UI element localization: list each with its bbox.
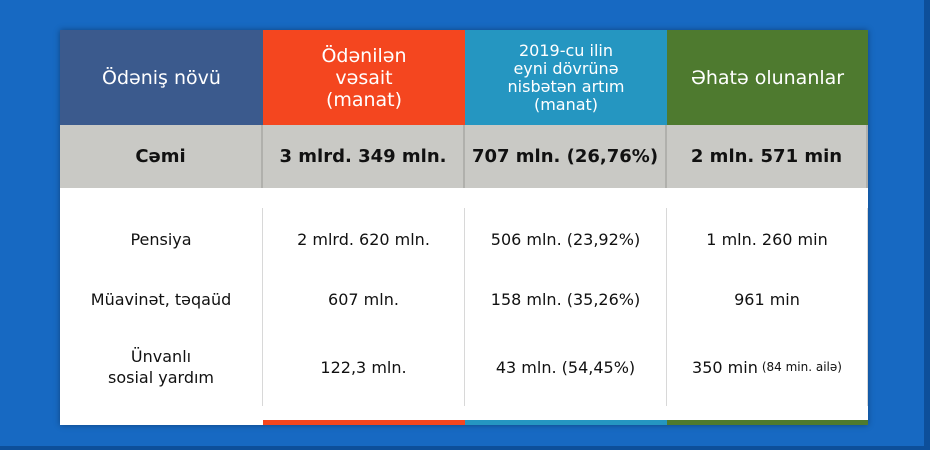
- column-strip: [667, 420, 868, 425]
- cell-text: 961 min: [734, 289, 800, 309]
- cell-text: nisbətən artım: [507, 76, 625, 96]
- body-cell: Pensiya: [60, 208, 263, 270]
- body-cell: 961 min: [667, 270, 868, 328]
- body-cell: 122,3 mln.: [263, 328, 465, 406]
- cell-text: 607 mln.: [328, 289, 399, 309]
- cell-text: vəsait: [335, 66, 393, 89]
- cell-text: 506 mln. (23,92%): [490, 229, 641, 249]
- body-cell: 350 min (84 min. ailə): [667, 328, 868, 406]
- cell-text: Ödəniş növü: [102, 66, 221, 89]
- total-cell: 2 mln. 571 min: [667, 125, 868, 188]
- total-cell: 3 mlrd. 349 mln.: [263, 125, 465, 188]
- header-cell: 2019-cu ilin eyni dövrünə nisbətən artım (m…: [465, 30, 667, 125]
- cell-text: Ödənilən: [321, 44, 407, 67]
- body-cell: 158 mln. (35,26%): [465, 270, 667, 328]
- body-cell: Müavinət, təqaüd: [60, 270, 263, 328]
- cell-text: 2 mlrd. 620 mln.: [297, 229, 430, 249]
- total-cell: 707 mln. (26,76%): [465, 125, 667, 188]
- cell-text: Cəmi: [135, 146, 186, 167]
- cell-text: Ünvanlı: [130, 347, 192, 366]
- column-strip: [465, 420, 667, 425]
- body-cell: 1 mln. 260 min: [667, 208, 868, 270]
- body-cell: Ünvanlı sosial yardım: [60, 328, 263, 406]
- cell-text: eyni dövrünə: [513, 58, 619, 78]
- cell-text: (84 min. ailə): [761, 359, 842, 374]
- cell-text: Pensiya: [130, 229, 192, 249]
- cell-text: 350 min: [692, 357, 758, 377]
- total-cell: Cəmi: [60, 125, 263, 188]
- body-cell: 506 mln. (23,92%): [465, 208, 667, 270]
- cell-text: 3 mlrd. 349 mln.: [279, 146, 447, 167]
- cell-text: 43 mln. (54,45%): [495, 357, 636, 377]
- cell-text: 707 mln. (26,76%): [471, 146, 659, 167]
- cell-text: 158 mln. (35,26%): [490, 289, 641, 309]
- column-strip: [263, 420, 465, 425]
- body-cell: 43 mln. (54,45%): [465, 328, 667, 406]
- header-cell: Ödəniş növü: [60, 30, 263, 125]
- body-cell: 607 mln.: [263, 270, 465, 328]
- cell-text: Əhatə olunanlar: [690, 66, 845, 89]
- body-cell: 2 mlrd. 620 mln.: [263, 208, 465, 270]
- cell-text: 122,3 mln.: [320, 357, 407, 377]
- cell-text: 2019-cu ilin: [519, 40, 613, 60]
- cell-text: 1 mln. 260 min: [706, 229, 828, 249]
- cell-text: Müavinət, təqaüd: [90, 289, 232, 309]
- table: Ödəniş növü Ödənilən vəsait (manat) 2019-cu …: [60, 30, 868, 425]
- header-cell: Ödənilən vəsait (manat): [263, 30, 465, 125]
- cell-text: (manat): [325, 88, 403, 111]
- header-cell: Əhatə olunanlar: [667, 30, 868, 125]
- cell-text: 2 mln. 571 min: [690, 146, 843, 167]
- cell-text: (manat): [533, 94, 599, 114]
- cell-text: sosial yardım: [108, 368, 214, 387]
